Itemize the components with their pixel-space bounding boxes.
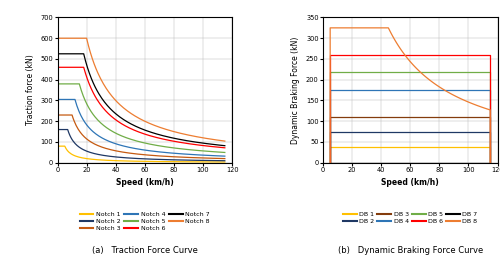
Legend: Notch 1, Notch 2, Notch 3, Notch 4, Notch 5, Notch 6, Notch 7, Notch 8: Notch 1, Notch 2, Notch 3, Notch 4, Notc… [77, 210, 212, 234]
Y-axis label: Traction force (kN): Traction force (kN) [26, 55, 35, 126]
Text: (a)   Traction Force Curve: (a) Traction Force Curve [92, 246, 198, 255]
X-axis label: Speed (km/h): Speed (km/h) [382, 178, 439, 187]
Y-axis label: Dynamic Braking Force (kN): Dynamic Braking Force (kN) [292, 36, 300, 144]
Text: (b)   Dynamic Braking Force Curve: (b) Dynamic Braking Force Curve [338, 246, 483, 255]
X-axis label: Speed (km/h): Speed (km/h) [116, 178, 173, 187]
Legend: DB 1, DB 2, DB 3, DB 4, DB 5, DB 6, DB 7, DB 8: DB 1, DB 2, DB 3, DB 4, DB 5, DB 6, DB 7… [340, 210, 480, 227]
